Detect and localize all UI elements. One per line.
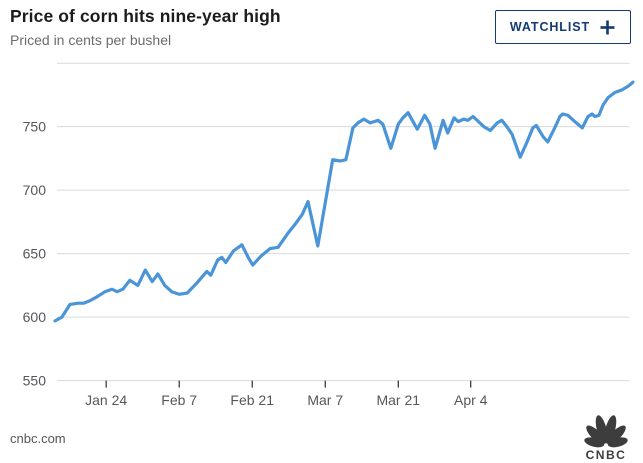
y-tick-label: 750 (23, 119, 47, 135)
cnbc-logo: CNBC (575, 415, 637, 463)
y-tick-label: 600 (23, 309, 47, 325)
y-tick-label: 700 (23, 182, 47, 198)
peacock-icon: CNBC (584, 415, 628, 462)
x-tick-label: Mar 7 (307, 392, 343, 408)
x-axis-ticks (105, 380, 472, 388)
plus-icon (599, 19, 616, 36)
y-tick-label: 550 (23, 373, 47, 389)
x-tick-label: Apr 4 (454, 392, 488, 408)
chart-subtitle: Priced in cents per bushel (10, 32, 172, 48)
cnbc-logo-text: CNBC (586, 448, 627, 461)
source-credit: cnbc.com (10, 431, 66, 446)
x-tick-label: Mar 21 (376, 392, 420, 408)
watchlist-button[interactable]: WATCHLIST (494, 10, 631, 44)
x-tick-label: Feb 7 (161, 392, 197, 408)
price-line (53, 80, 635, 323)
y-axis-labels: 550 600 650 700 750 (23, 119, 47, 389)
chart-title: Price of corn hits nine-year high (10, 6, 281, 26)
y-tick-label: 650 (23, 246, 47, 262)
x-tick-label: Feb 21 (230, 392, 274, 408)
x-tick-label: Jan 24 (85, 392, 127, 408)
x-axis-labels: Jan 24 Feb 7 Feb 21 Mar 7 Mar 21 Apr 4 (85, 392, 488, 408)
watchlist-button-label: WATCHLIST (509, 20, 590, 34)
gridlines (57, 62, 630, 382)
